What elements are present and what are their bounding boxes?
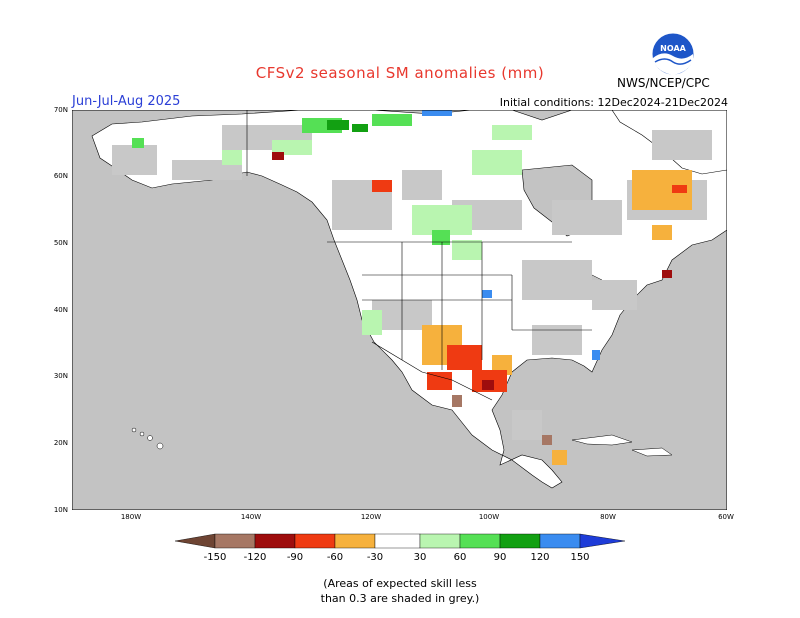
lat-label-30n: 30N — [53, 372, 68, 380]
lat-label-60n: 60N — [53, 172, 68, 180]
anomaly-minus120-minus90-regions — [272, 152, 672, 390]
legend-tick-90: 90 — [494, 552, 507, 563]
season-label: Jun-Jul-Aug 2025 — [72, 94, 181, 109]
anomaly-120-150-regions — [422, 110, 600, 360]
legend-swatch-minus120-minus90 — [254, 533, 296, 549]
skill-note: (Areas of expected skill less than 0.3 a… — [0, 576, 800, 606]
legend-swatch-minus60-minus30 — [334, 533, 376, 549]
noaa-logo-text: NOAA — [660, 44, 686, 53]
lat-label-20n: 20N — [53, 439, 68, 447]
lat-label-10n: 10N — [53, 506, 68, 514]
skill-note-line2: than 0.3 are shaded in grey.) — [320, 592, 480, 605]
lat-label-50n: 50N — [53, 239, 68, 247]
legend-tick-120: 120 — [530, 552, 549, 563]
legend-swatch-60-90 — [459, 533, 501, 549]
political-borders — [246, 110, 592, 401]
legend-swatch-minus30-30 — [374, 533, 421, 549]
lon-label-60w: 60W — [718, 513, 734, 521]
map-title: CFSv2 seasonal SM anomalies (mm) — [255, 64, 545, 82]
low-skill-regions — [112, 125, 712, 440]
lon-label-140w: 140W — [240, 513, 262, 521]
legend-arrow-high — [579, 533, 626, 549]
lon-label-80w: 80W — [600, 513, 616, 521]
legend-swatch-90-120 — [499, 533, 541, 549]
legend-tick-30: 30 — [414, 552, 427, 563]
legend-tick-minus150: -150 — [204, 552, 227, 563]
legend-tick-minus60: -60 — [327, 552, 343, 563]
legend-tick-minus30: -30 — [367, 552, 383, 563]
lat-label-70n: 70N — [53, 106, 68, 114]
legend-tick-60: 60 — [454, 552, 467, 563]
legend-swatch-minus150-minus120 — [214, 533, 256, 549]
anomaly-minus150-minus120-regions — [452, 395, 552, 445]
legend-swatch-120-150 — [539, 533, 581, 549]
lon-label-100w: 100W — [478, 513, 500, 521]
caribbean-islands — [571, 434, 673, 457]
legend-swatch-minus90-minus60 — [294, 533, 336, 549]
legend-tick-minus120: -120 — [244, 552, 267, 563]
hawaii-islands — [131, 427, 164, 450]
agency-label: NWS/NCEP/CPC — [617, 76, 710, 90]
legend-tick-150: 150 — [570, 552, 589, 563]
anomaly-90-120-regions — [327, 120, 368, 132]
legend-swatch-30-60 — [419, 533, 461, 549]
legend-tick-minus90: -90 — [287, 552, 303, 563]
lon-label-120w: 120W — [360, 513, 382, 521]
noaa-logo: NOAA — [651, 32, 695, 76]
initial-conditions-label: Initial conditions: 12Dec2024-21Dec2024 — [499, 96, 728, 109]
lon-label-180w: 180W — [120, 513, 142, 521]
lat-label-40n: 40N — [53, 306, 68, 314]
color-legend: -150 -120 -90 -60 -30 30 60 90 120 150 — [174, 533, 626, 563]
soil-moisture-anomaly-map — [72, 110, 727, 510]
legend-arrow-low — [174, 533, 216, 549]
skill-note-line1: (Areas of expected skill less — [323, 577, 477, 590]
